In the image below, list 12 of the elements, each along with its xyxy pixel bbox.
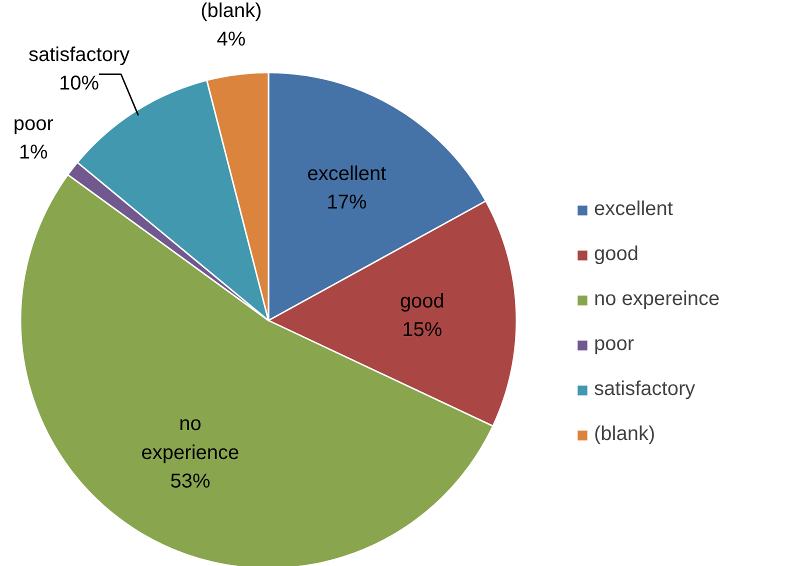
data-label: excellent 17% [307, 162, 387, 214]
legend-label: poor [594, 333, 634, 356]
legend-label: (blank) [594, 423, 656, 446]
legend-label: excellent [594, 198, 673, 221]
legend-label: satisfactory [594, 378, 696, 401]
data-label: poor 1% [13, 112, 54, 164]
legend-label: no expereince [594, 288, 720, 311]
legend-label: good [594, 243, 638, 266]
data-label: satisfactory 10% [28, 44, 130, 95]
data-label: (blank) 4% [200, 0, 262, 51]
data-label: good 15% [400, 290, 444, 341]
data-label: no experience 53% [141, 413, 240, 492]
